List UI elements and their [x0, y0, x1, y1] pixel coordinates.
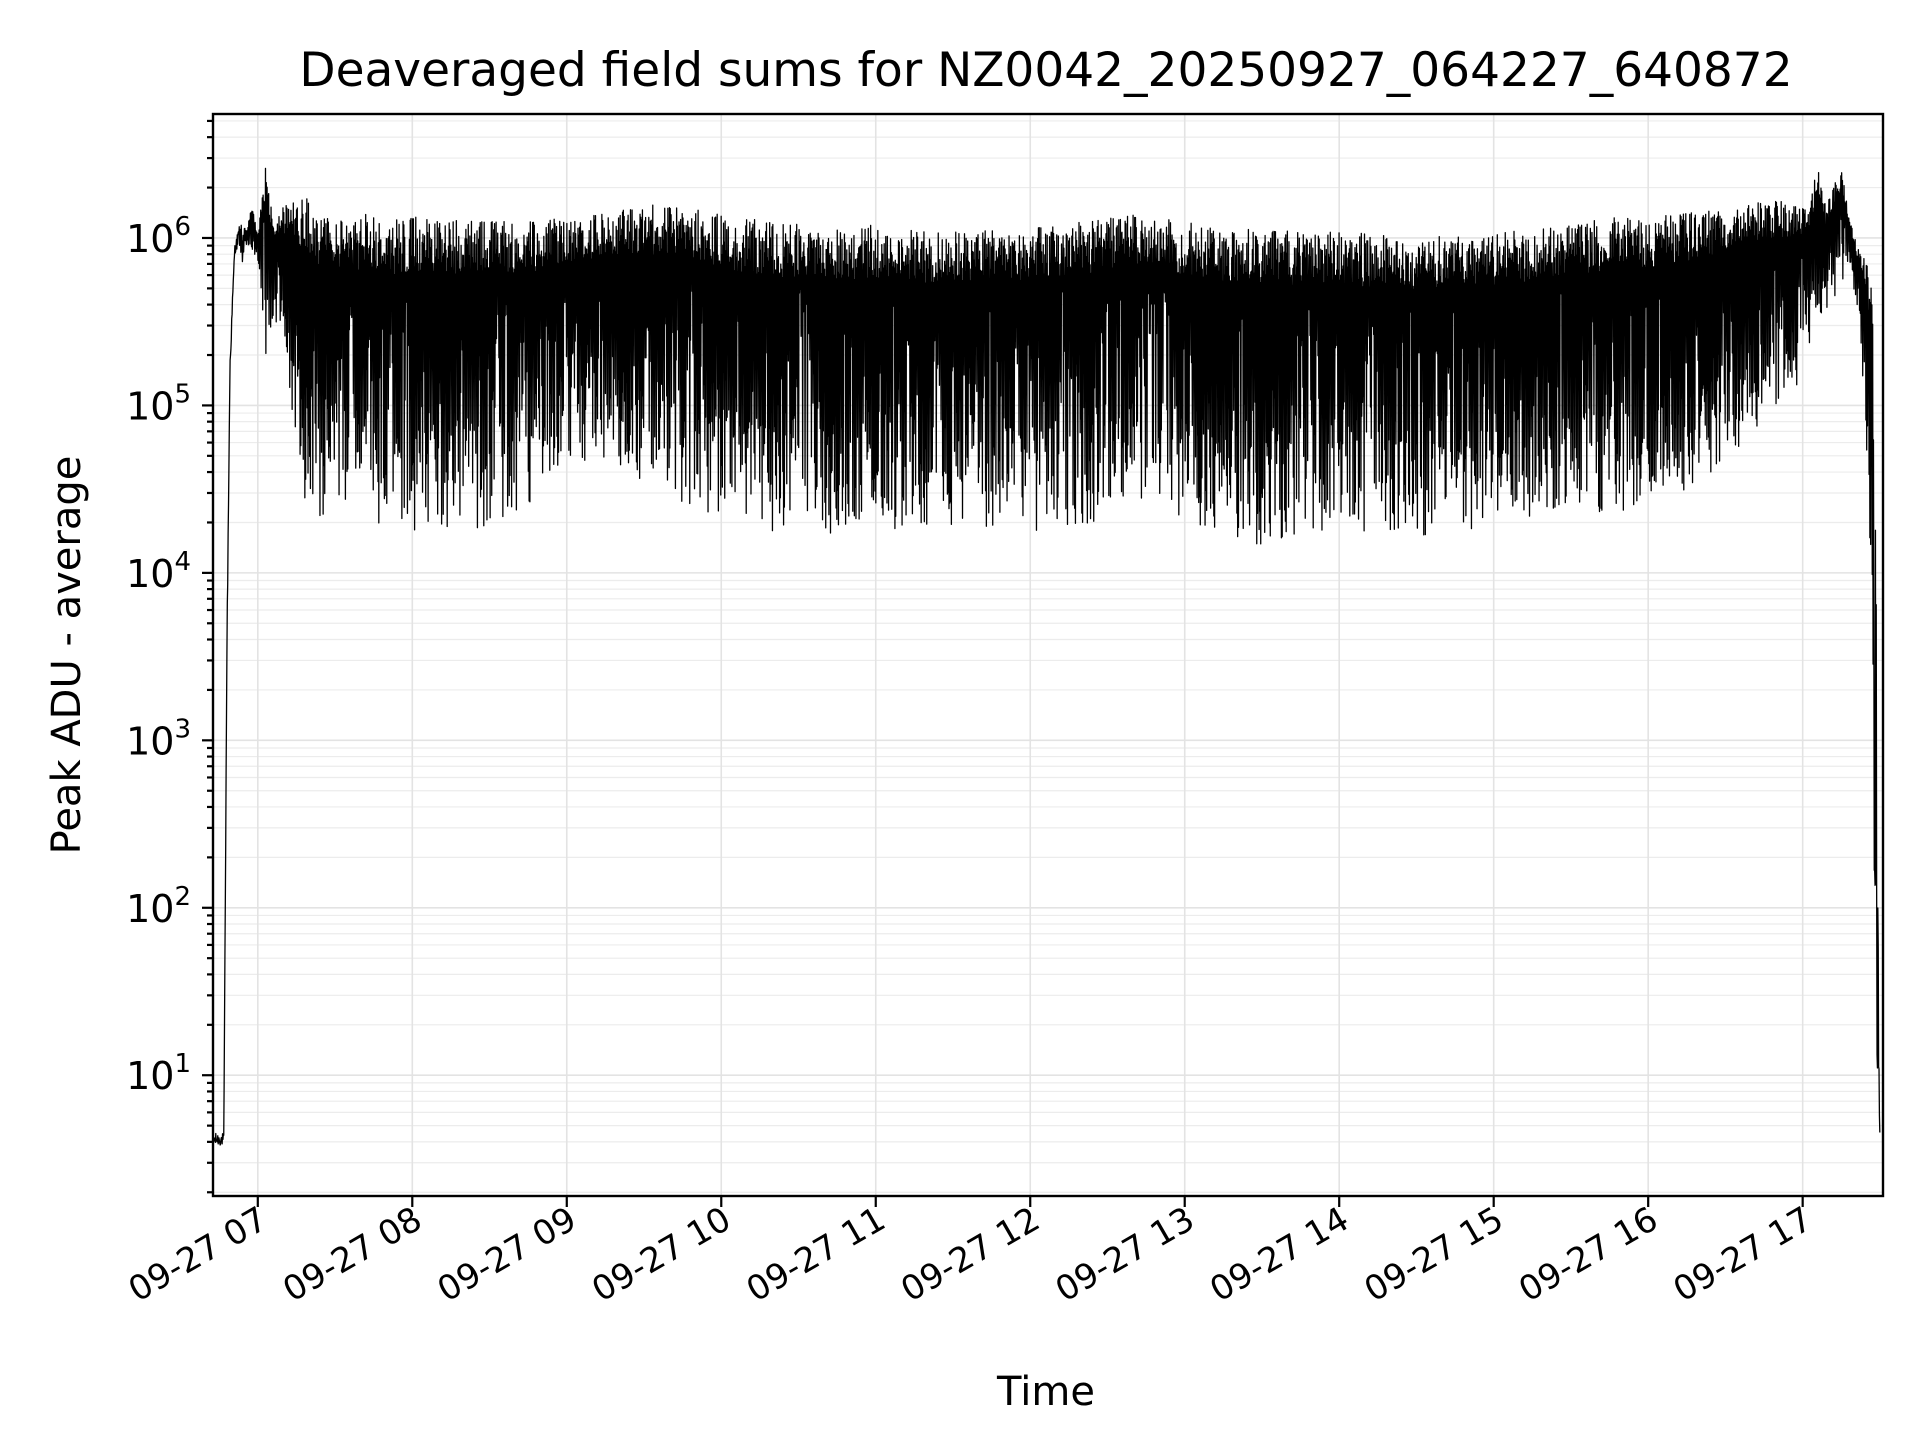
chart-title: Deaveraged field sums for NZ0042_2025092… — [299, 43, 1792, 98]
y-tick-label: 102 — [126, 882, 191, 931]
y-tick-label: 103 — [126, 714, 191, 763]
y-axis: 101 102 103 104 105 106 — [126, 119, 213, 1194]
y-axis-label: Peak ADU - average — [44, 456, 90, 855]
y-tick-label: 104 — [126, 547, 191, 596]
plot-frame — [211, 112, 1885, 1198]
series-layer — [212, 167, 1881, 1146]
y-tick-label: 101 — [126, 1049, 191, 1098]
y-tick-label: 105 — [126, 379, 191, 428]
x-axis-label: Time — [996, 1369, 1095, 1415]
series-line — [212, 167, 1881, 1146]
y-tick-label: 106 — [126, 212, 191, 261]
